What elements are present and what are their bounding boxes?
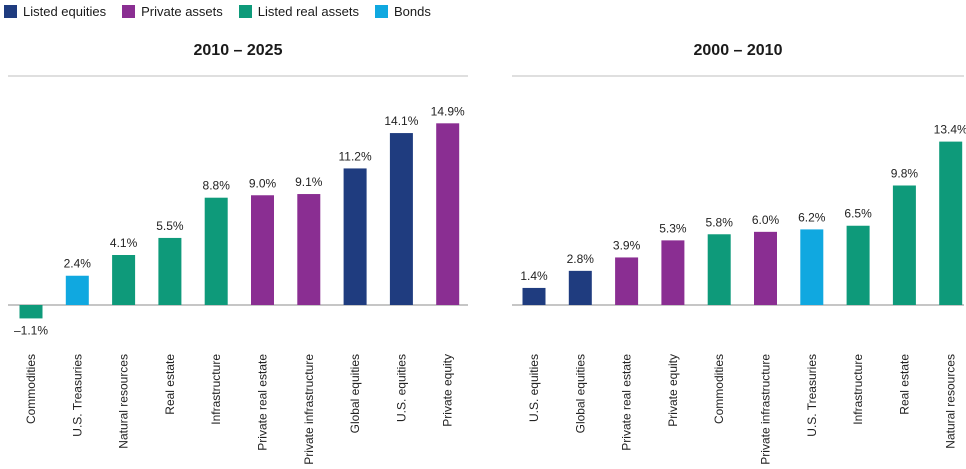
bar-real-estate	[892, 185, 916, 305]
bar-private-equity	[661, 240, 685, 305]
bar-natural-resources	[939, 141, 963, 305]
bar-private-infrastructure	[297, 194, 321, 305]
value-label-private-equity: 5.3%	[659, 221, 687, 235]
bar-private-real-estate	[615, 257, 639, 305]
chart-title-2000-2010: 2000 – 2010	[693, 42, 783, 59]
bar-infrastructure	[204, 197, 228, 305]
category-label-natural-resources: Natural resources	[117, 354, 131, 449]
bar-u-s-equities	[389, 133, 413, 305]
bar-private-equity	[436, 123, 460, 305]
bar-infrastructure	[846, 225, 870, 305]
value-label-real-estate: 9.8%	[891, 167, 919, 181]
bar-chart-2000-2010: 1.4% U.S. equities 2.8% Global equities 3.9%…	[512, 75, 966, 465]
category-label-u-s-treasuries: U.S. Treasuries	[805, 354, 819, 437]
legend-item-listed-real-assets: Listed real assets	[238, 4, 359, 19]
bar-natural-resources	[112, 255, 136, 305]
legend-item-listed-equities: Listed equities	[4, 4, 106, 19]
category-label-global-equities: Global equities	[573, 354, 587, 433]
category-label-private-infrastructure: Private infrastructure	[759, 354, 773, 465]
bar-private-infrastructure	[754, 231, 777, 305]
legend: Listed equities Private assets Listed re…	[4, 4, 431, 19]
value-label-global-equities: 11.2%	[339, 149, 372, 163]
category-label-private-real-estate: Private real estate	[620, 354, 634, 451]
value-label-u-s-equities: 1.4%	[520, 269, 548, 283]
value-label-commodities: 5.8%	[706, 215, 734, 229]
legend-label-private-assets: Private assets	[141, 4, 223, 19]
category-label-infrastructure: Infrastructure	[851, 354, 865, 425]
category-label-global-equities: Global equities	[348, 354, 362, 433]
legend-swatch-private-assets	[122, 5, 136, 18]
legend-label-listed-equities: Listed equities	[23, 4, 107, 19]
legend-swatch-bonds	[374, 5, 388, 18]
bar-u-s-treasuries	[800, 229, 824, 305]
bar-private-real-estate	[251, 195, 274, 305]
category-label-commodities: Commodities	[24, 354, 38, 424]
category-label-real-estate: Real estate	[897, 354, 911, 415]
bar-chart-2010-2025: –1.1% Commodities 2.4% U.S. Treasuries 4.1% N…	[8, 75, 468, 465]
value-label-infrastructure: 8.8%	[203, 179, 231, 193]
category-label-u-s-equities: U.S. equities	[394, 354, 408, 422]
bar-u-s-equities	[522, 287, 546, 305]
category-label-private-real-estate: Private real estate	[256, 354, 270, 451]
category-label-private-equity: Private equity	[441, 354, 455, 427]
category-label-u-s-treasuries: U.S. Treasuries	[70, 354, 84, 437]
value-label-real-estate: 5.5%	[156, 219, 184, 233]
category-label-commodities: Commodities	[712, 354, 726, 424]
category-label-private-infrastructure: Private infrastructure	[302, 354, 316, 465]
value-label-natural-resources: 13.4%	[934, 123, 966, 137]
legend-swatch-listed-equities	[4, 5, 17, 18]
value-label-u-s-treasuries: 6.2%	[798, 210, 826, 224]
category-label-real-estate: Real estate	[163, 354, 177, 415]
category-label-u-s-equities: U.S. equities	[527, 354, 541, 422]
legend-label-listed-real-assets: Listed real assets	[257, 4, 359, 19]
bar-u-s-treasuries	[65, 275, 89, 305]
value-label-infrastructure: 6.5%	[844, 207, 872, 221]
value-label-u-s-equities: 14.1%	[384, 114, 418, 128]
bar-global-equities	[343, 168, 367, 305]
value-label-commodities: –1.1%	[14, 323, 48, 337]
category-label-infrastructure: Infrastructure	[209, 354, 223, 425]
bar-global-equities	[568, 270, 592, 305]
value-label-private-real-estate: 3.9%	[613, 238, 641, 252]
value-label-private-infrastructure: 9.1%	[295, 175, 323, 189]
bar-commodities	[19, 305, 43, 319]
legend-swatch-listed-real-assets	[238, 5, 252, 18]
bar-commodities	[707, 234, 731, 305]
legend-item-bonds: Bonds	[374, 4, 431, 19]
value-label-u-s-treasuries: 2.4%	[64, 257, 92, 271]
value-label-private-equity: 14.9%	[431, 104, 465, 118]
value-label-natural-resources: 4.1%	[110, 236, 138, 250]
category-label-natural-resources: Natural resources	[944, 354, 958, 449]
value-label-private-real-estate: 9.0%	[249, 176, 277, 190]
chart-title-2010-2025: 2010 – 2025	[193, 42, 283, 59]
legend-item-private-assets: Private assets	[122, 4, 223, 19]
value-label-global-equities: 2.8%	[567, 252, 595, 266]
bar-real-estate	[158, 237, 182, 305]
category-label-private-equity: Private equity	[666, 354, 680, 427]
value-label-private-infrastructure: 6.0%	[752, 213, 780, 227]
legend-label-bonds: Bonds	[393, 4, 431, 19]
